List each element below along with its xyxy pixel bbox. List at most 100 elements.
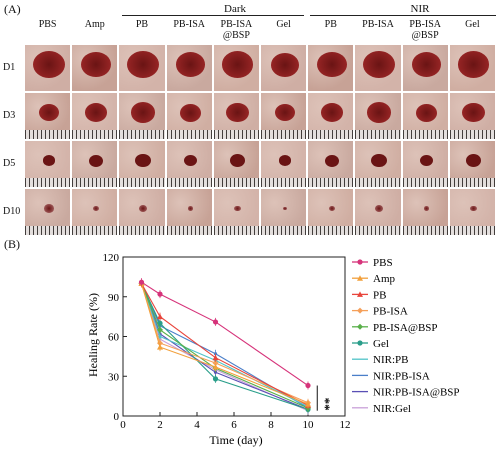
data-point	[306, 409, 310, 413]
wound-photo	[165, 188, 213, 236]
data-point	[157, 320, 163, 326]
ruler	[72, 226, 118, 235]
legend-label: PB-ISA	[373, 306, 408, 318]
wound-photo	[401, 92, 449, 140]
wound-photo	[165, 92, 213, 140]
wound-photo	[212, 140, 260, 188]
ruler	[72, 130, 118, 139]
ruler	[25, 226, 71, 235]
wound-photo	[448, 44, 496, 92]
wound-photo	[24, 188, 72, 236]
legend-marker	[357, 340, 363, 346]
series-line	[140, 283, 309, 408]
group-dark-label: Dark	[224, 3, 246, 15]
column-header: Gel	[465, 19, 480, 30]
wound-area	[225, 102, 249, 123]
legend-label: Amp	[373, 273, 396, 285]
data-point	[212, 365, 219, 372]
wound-area	[138, 205, 147, 212]
column-header: PB-ISA @BSP	[409, 19, 442, 41]
ruler	[402, 178, 448, 187]
data-point	[306, 407, 310, 411]
ruler	[261, 130, 307, 139]
wound-area	[134, 153, 151, 168]
data-point	[305, 401, 311, 407]
ruler	[449, 178, 495, 187]
wound-photo	[118, 140, 166, 188]
data-point	[213, 370, 218, 374]
significance-annotation: **	[318, 398, 333, 411]
data-point	[213, 358, 218, 362]
y-tick-label: 30	[108, 371, 120, 383]
ruler	[213, 226, 259, 235]
wound-photo	[401, 44, 449, 92]
wound-photo	[354, 140, 402, 188]
legend-marker	[357, 307, 363, 314]
data-point	[158, 324, 162, 328]
group-nir-line	[310, 15, 496, 16]
ruler	[355, 226, 401, 235]
panel-b-label: (B)	[4, 237, 20, 251]
data-point	[212, 354, 219, 361]
data-point	[157, 313, 163, 320]
x-tick-label: 0	[120, 419, 126, 431]
ruler	[308, 178, 354, 187]
series-line	[141, 283, 309, 410]
column-header: PBS	[38, 19, 57, 30]
legend-label: NIR:Gel	[373, 403, 411, 415]
wound-photo	[307, 188, 355, 236]
ruler	[261, 226, 307, 235]
column-header: PB-ISA	[362, 19, 394, 30]
legend-label: PB	[373, 289, 386, 301]
wound-area	[282, 206, 287, 211]
wound-area	[80, 51, 111, 78]
ruler	[119, 178, 165, 187]
data-point	[305, 382, 311, 389]
wound-area	[88, 154, 103, 167]
group-dark-line	[122, 15, 304, 16]
ruler	[119, 226, 165, 235]
data-point	[213, 368, 218, 372]
legend-label: NIR:PB	[373, 354, 408, 366]
ruler	[166, 130, 212, 139]
wound-photo	[71, 92, 119, 140]
data-point	[138, 280, 145, 287]
data-point	[305, 402, 311, 408]
wound-area	[130, 102, 155, 123]
legend-marker	[357, 275, 363, 281]
data-point	[157, 291, 163, 297]
wound-area	[374, 205, 383, 212]
wound-photo	[165, 140, 213, 188]
series-line	[140, 283, 309, 410]
wound-photo	[401, 188, 449, 236]
wound-photo	[118, 188, 166, 236]
wound-photo	[118, 44, 166, 92]
data-point	[213, 352, 218, 356]
data-point	[158, 337, 162, 341]
series-line	[140, 283, 309, 412]
ruler	[25, 178, 71, 187]
wound-photo	[354, 44, 402, 92]
wound-area	[274, 104, 295, 122]
wound-area	[415, 103, 437, 122]
ruler	[449, 130, 495, 139]
wound-photo	[24, 92, 72, 140]
column-header: PB	[324, 19, 337, 30]
wound-area	[411, 52, 441, 77]
ruler	[166, 226, 212, 235]
wound-photo	[260, 44, 308, 92]
wound-area	[126, 51, 159, 79]
data-point	[305, 399, 311, 406]
wound-area	[419, 155, 433, 167]
data-point	[139, 281, 144, 286]
wound-area	[370, 153, 387, 168]
wound-area	[461, 102, 485, 123]
data-point	[138, 279, 145, 285]
column-header: Gel	[276, 19, 291, 30]
wound-area	[42, 155, 55, 166]
ruler	[308, 226, 354, 235]
y-tick-label: 60	[108, 332, 120, 344]
wound-area	[92, 205, 99, 212]
legend-marker	[357, 323, 363, 330]
